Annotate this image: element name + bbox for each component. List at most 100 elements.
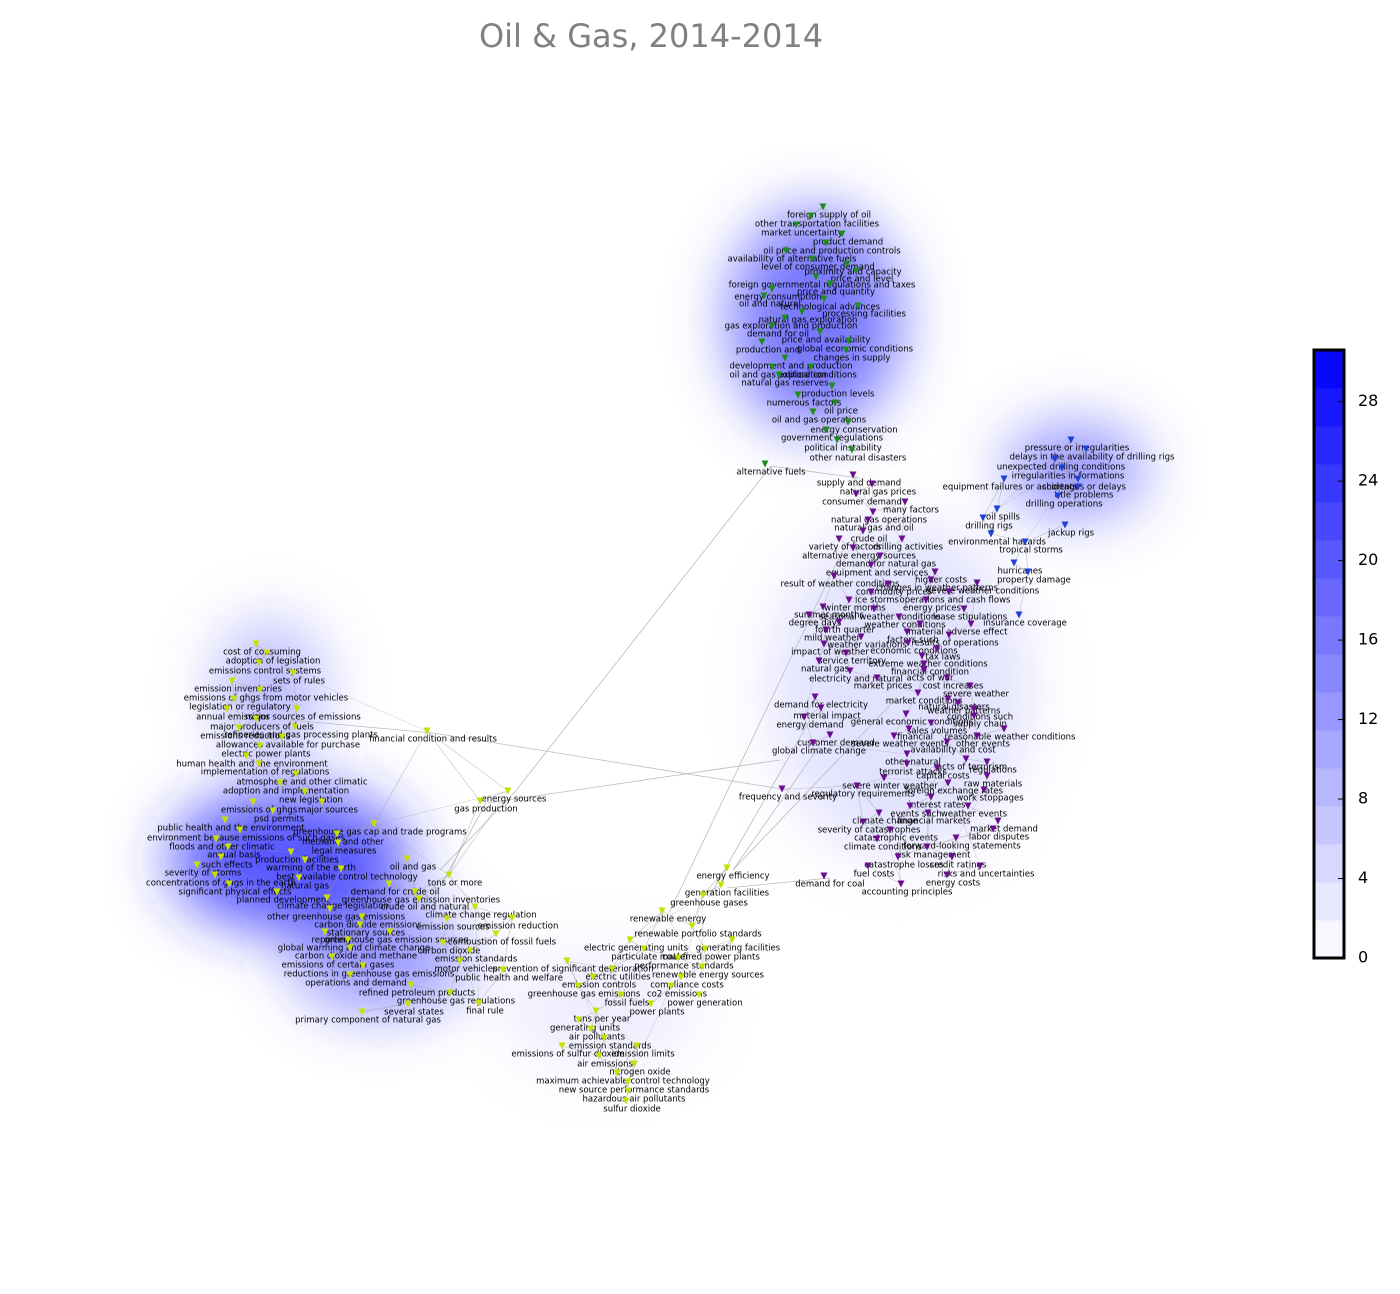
node-marker <box>289 669 297 677</box>
node-marker <box>948 853 956 861</box>
node-marker <box>828 382 836 390</box>
node-marker <box>781 314 789 322</box>
edge <box>292 672 298 710</box>
edge <box>410 984 451 994</box>
edge <box>812 402 836 413</box>
edge <box>872 501 906 513</box>
node-marker <box>994 817 1002 825</box>
edge <box>255 643 298 710</box>
node-label: results of operations <box>911 639 999 649</box>
node-label: tropical storms <box>999 546 1063 556</box>
node-marker <box>898 535 906 543</box>
node-label: power generation <box>667 999 742 1009</box>
edge <box>852 474 903 540</box>
edge <box>785 250 817 278</box>
edge <box>592 968 613 978</box>
node-marker <box>768 322 776 330</box>
node-marker <box>385 880 393 888</box>
node-marker <box>822 626 830 634</box>
node-label: processing facilities <box>822 310 906 320</box>
node-label: reasonable weather conditions <box>945 733 1076 743</box>
node-label: severe weather <box>943 690 1009 700</box>
edge <box>990 508 998 535</box>
edge <box>831 349 847 387</box>
edge <box>876 677 919 694</box>
edge <box>898 616 921 625</box>
node-marker <box>983 758 991 766</box>
edge <box>926 846 953 858</box>
edge <box>909 796 932 807</box>
node-marker <box>624 1078 632 1086</box>
node-label: greenhouse gas emission inventories <box>342 896 501 906</box>
edge <box>629 910 663 941</box>
node-marker <box>768 363 776 371</box>
edge <box>1024 448 1087 543</box>
node-label: supply chain <box>953 720 1007 730</box>
node-marker <box>225 880 233 888</box>
node-label: electricity and natural <box>809 675 903 685</box>
node-marker <box>445 871 453 879</box>
edge <box>326 868 342 899</box>
edge <box>479 790 509 802</box>
node-marker <box>667 982 675 990</box>
node-label: variety of factors <box>809 543 882 553</box>
edge <box>841 233 848 265</box>
node-marker <box>931 568 939 576</box>
node-marker <box>918 652 926 660</box>
node-label: lease stipulations <box>933 613 1008 623</box>
node-marker <box>613 1069 621 1077</box>
node-marker <box>849 471 857 479</box>
node-label: supply and demand <box>817 479 901 489</box>
colorbar-tick-label: 16 <box>1358 630 1378 649</box>
node-label: maximum achievable control technology <box>536 1077 710 1087</box>
edge <box>873 583 889 610</box>
node-marker <box>1067 436 1075 444</box>
node-label: property damage <box>997 576 1071 586</box>
node-marker <box>775 371 783 379</box>
node-label: production facilities <box>255 856 339 866</box>
node-marker <box>575 1016 583 1024</box>
edge <box>513 465 772 794</box>
node-marker <box>698 963 706 971</box>
node-marker <box>987 530 995 538</box>
node-label: compliance costs <box>650 981 724 991</box>
node-marker <box>476 797 484 805</box>
edge <box>349 883 390 949</box>
edge <box>295 773 323 803</box>
node-label: equipment failures or accidents <box>943 483 1078 493</box>
edge <box>361 916 391 933</box>
node-label: warming of the earth <box>266 864 356 874</box>
node-marker <box>927 719 935 727</box>
node-marker <box>295 874 303 882</box>
edge <box>996 478 1005 510</box>
edge <box>893 728 910 737</box>
edge <box>803 629 827 718</box>
node-label: refineries and gas processing plants <box>224 731 378 741</box>
edge <box>448 800 481 876</box>
edge <box>833 575 850 601</box>
node-label: energy prices <box>903 604 961 614</box>
node-marker <box>826 731 834 739</box>
edge <box>819 331 847 351</box>
node-marker <box>895 613 903 621</box>
node-label: renewable energy <box>630 915 707 925</box>
node-marker <box>820 872 828 880</box>
node-marker <box>845 337 853 345</box>
edge <box>196 864 216 876</box>
node-marker <box>291 723 299 731</box>
edge <box>855 270 859 307</box>
edge <box>292 672 428 732</box>
edge <box>406 858 420 900</box>
node-label: implementation of regulations <box>201 768 330 778</box>
node-label: shortages or delays <box>1042 483 1126 493</box>
edge <box>957 702 975 710</box>
node-label: power plants <box>629 1008 685 1018</box>
node-marker <box>894 853 902 861</box>
edge <box>856 785 880 814</box>
edge <box>909 805 929 814</box>
edge <box>704 939 733 950</box>
node-marker <box>833 436 841 444</box>
node-marker <box>807 363 815 371</box>
node-label: jackup rigs <box>1047 529 1095 539</box>
node-label: forward-looking statements <box>903 842 1021 852</box>
